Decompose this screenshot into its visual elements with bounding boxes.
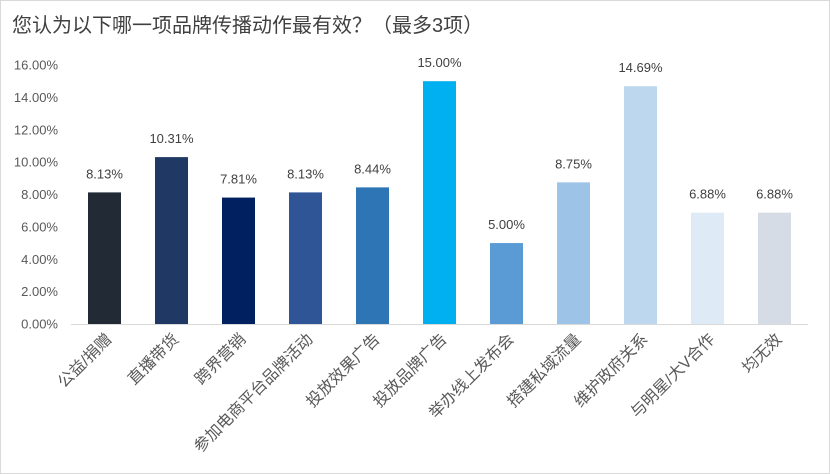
y-tick-label-4: 6.00% <box>21 219 58 234</box>
y-axis: 0.00% 2.00% 4.00% 6.00% 8.00% 10.00% 12.00% 14.… <box>14 58 59 332</box>
data-label-3: 7.81% <box>220 172 257 187</box>
chart-title: 您认为以下哪一项品牌传播动作最有效？（最多3项） <box>12 14 483 37</box>
y-tick-label-3: 4.00% <box>21 252 58 267</box>
bars <box>88 81 791 324</box>
data-label-6: 15.00% <box>417 55 462 70</box>
data-label-9: 14.69% <box>618 60 663 75</box>
y-tick-label-9: 16.00% <box>14 58 59 73</box>
bar-4 <box>289 192 322 324</box>
y-tick-label-8: 14.00% <box>14 90 59 105</box>
y-tick-label-1: 0.00% <box>21 317 58 332</box>
bar-7 <box>490 243 523 324</box>
y-tick-label-7: 12.00% <box>14 122 59 137</box>
bar-2 <box>155 157 188 324</box>
data-label-2: 10.31% <box>149 131 194 146</box>
y-tick-label-6: 10.00% <box>14 155 59 170</box>
bar-8 <box>557 182 590 324</box>
bar-10 <box>691 212 724 324</box>
bar-6 <box>423 81 456 324</box>
y-tick-label-2: 2.00% <box>21 284 58 299</box>
bar-3 <box>222 197 255 324</box>
data-label-11: 6.88% <box>756 187 793 202</box>
data-label-10: 6.88% <box>689 187 726 202</box>
data-label-1: 8.13% <box>86 166 123 181</box>
bar-5 <box>356 187 389 324</box>
bar-9 <box>624 86 657 324</box>
data-label-8: 8.75% <box>555 156 592 171</box>
bar-1 <box>88 192 121 324</box>
y-tick-label-5: 8.00% <box>21 187 58 202</box>
data-labels: 8.13% 10.31% 7.81% 8.13% 8.44% 15.00% 5.00% 8.7… <box>86 55 793 232</box>
data-label-4: 8.13% <box>287 166 324 181</box>
data-label-5: 8.44% <box>354 161 391 176</box>
data-label-7: 5.00% <box>488 217 525 232</box>
bar-11 <box>758 212 791 324</box>
